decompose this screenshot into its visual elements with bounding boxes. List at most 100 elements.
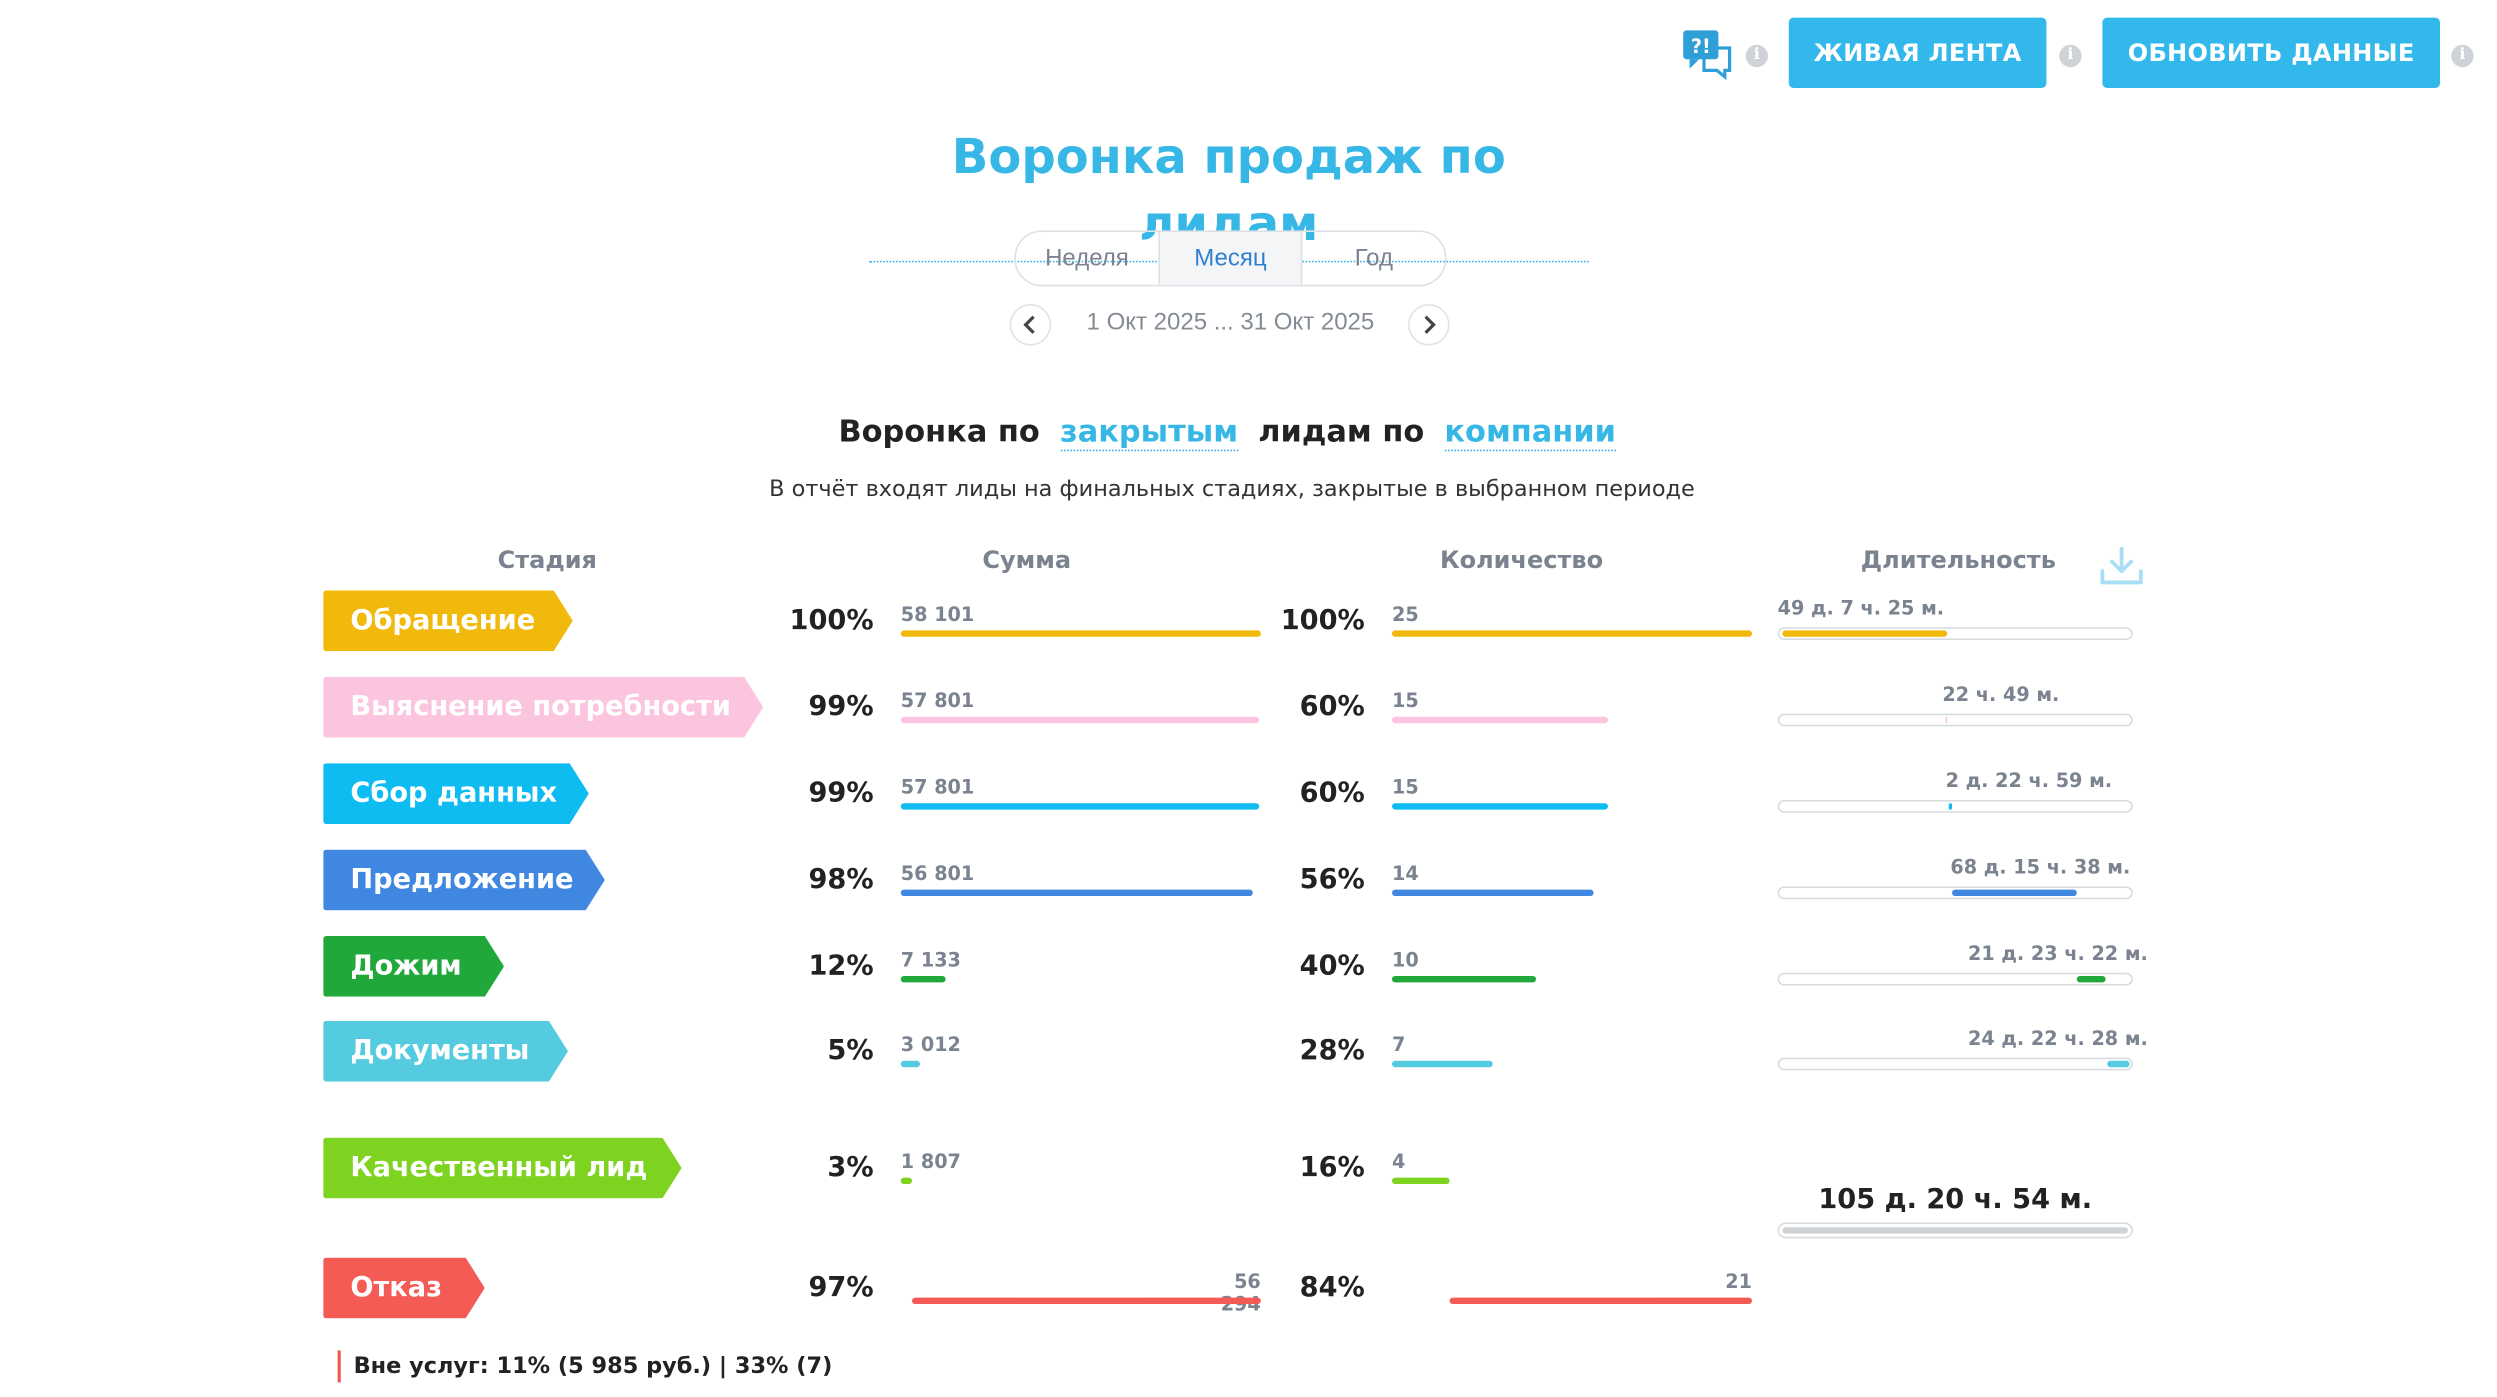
- sum-percent: 99%: [778, 778, 874, 810]
- duration-bar: [1778, 800, 2133, 813]
- sum-value: 3 012: [901, 1034, 961, 1056]
- period-switch: Неделя Месяц Год: [1014, 230, 1446, 286]
- sum-bar: [912, 1298, 1261, 1304]
- outside-services-note: Вне услуг: 11% (5 985 руб.) | 33% (7): [338, 1350, 833, 1382]
- stage-tag[interactable]: Сбор данных: [323, 763, 589, 824]
- svg-text:?!: ?!: [1691, 35, 1711, 58]
- duration-bar: [1778, 886, 2133, 899]
- heading-prefix: Воронка по: [838, 414, 1039, 449]
- duration-fill: [1782, 630, 1947, 636]
- help-chat-icon[interactable]: ?!: [1682, 29, 1733, 80]
- count-value: 21: [1704, 1270, 1752, 1292]
- funnel-heading: Воронка по закрытым лидам по компании: [736, 410, 1728, 455]
- info-icon[interactable]: i: [1746, 45, 1768, 67]
- sum-percent: 98%: [778, 864, 874, 896]
- stage-tag[interactable]: Отказ: [323, 1258, 485, 1319]
- sum-bar: [901, 976, 945, 982]
- total-duration: 105 д. 20 ч. 54 м.: [1778, 1184, 2133, 1216]
- heading-middle: лидам по: [1258, 414, 1424, 449]
- date-range: 1 Окт 2025 ... 31 Окт 2025: [1062, 309, 1398, 336]
- stage-tag[interactable]: Дожим: [323, 936, 504, 997]
- duration-value: 68 д. 15 ч. 38 м.: [1950, 856, 2130, 878]
- column-header-duration: Длительность: [1861, 546, 2056, 575]
- sum-value: 1 807: [901, 1150, 961, 1172]
- sum-bar: [901, 1061, 920, 1067]
- duration-value: 24 д. 22 ч. 28 м.: [1968, 1027, 2148, 1049]
- duration-fill: [1949, 803, 1952, 809]
- chevron-left-icon: [1011, 306, 1049, 344]
- sum-value: 7 133: [901, 949, 961, 971]
- count-bar: [1392, 717, 1608, 723]
- count-percent: 100%: [1269, 605, 1365, 637]
- count-value: 10: [1392, 949, 1419, 971]
- count-bar: [1392, 1178, 1450, 1184]
- info-icon[interactable]: i: [2059, 45, 2081, 67]
- column-header-count: Количество: [1440, 546, 1603, 575]
- duration-value: 22 ч. 49 м.: [1942, 683, 2059, 705]
- count-bar: [1450, 1298, 1752, 1304]
- count-percent: 60%: [1269, 778, 1365, 810]
- count-bar: [1392, 976, 1536, 982]
- duration-fill: [1946, 717, 1948, 723]
- group-by-link[interactable]: компании: [1444, 414, 1616, 451]
- count-value: 15: [1392, 690, 1419, 712]
- sum-bar: [901, 717, 1259, 723]
- download-icon[interactable]: [2098, 544, 2146, 589]
- duration-bar: [1778, 1058, 2133, 1071]
- count-value: 4: [1392, 1150, 1405, 1172]
- sum-percent: 12%: [778, 950, 874, 982]
- count-percent: 84%: [1269, 1272, 1365, 1304]
- sum-bar: [901, 630, 1261, 636]
- sum-percent: 3%: [778, 1152, 874, 1184]
- duration-fill: [2077, 976, 2106, 982]
- sum-bar: [901, 1178, 912, 1184]
- prev-period-button[interactable]: [1010, 304, 1052, 346]
- live-feed-button[interactable]: ЖИВАЯ ЛЕНТА: [1789, 18, 2047, 88]
- refresh-data-button[interactable]: ОБНОВИТЬ ДАННЫЕ: [2102, 18, 2440, 88]
- period-year-tab[interactable]: Год: [1303, 232, 1445, 285]
- sum-percent: 99%: [778, 691, 874, 723]
- funnel-note: В отчёт входят лиды на финальных стадиях…: [672, 477, 1792, 503]
- next-period-button[interactable]: [1408, 304, 1450, 346]
- duration-value: 2 д. 22 ч. 59 м.: [1946, 770, 2113, 792]
- stage-tag[interactable]: Предложение: [323, 850, 605, 911]
- count-percent: 60%: [1269, 691, 1365, 723]
- column-header-stage: Стадия: [498, 546, 597, 575]
- count-percent: 28%: [1269, 1035, 1365, 1067]
- count-bar: [1392, 1061, 1493, 1067]
- period-week-tab[interactable]: Неделя: [1016, 232, 1159, 285]
- count-bar: [1392, 890, 1594, 896]
- count-value: 25: [1392, 603, 1419, 625]
- count-value: 7: [1392, 1034, 1405, 1056]
- duration-value: 21 д. 23 ч. 22 м.: [1968, 942, 2148, 964]
- count-percent: 40%: [1269, 950, 1365, 982]
- closed-filter-link[interactable]: закрытым: [1060, 414, 1238, 451]
- duration-bar: [1778, 973, 2133, 986]
- count-bar: [1392, 803, 1608, 809]
- sum-value: 57 801: [901, 776, 975, 798]
- sum-value: 57 801: [901, 690, 975, 712]
- sum-value: 58 101: [901, 603, 975, 625]
- count-percent: 16%: [1269, 1152, 1365, 1184]
- column-header-sum: Сумма: [982, 546, 1071, 575]
- sum-bar: [901, 890, 1253, 896]
- count-bar: [1392, 630, 1752, 636]
- sum-value: 56 801: [901, 862, 975, 884]
- sum-bar: [901, 803, 1259, 809]
- count-percent: 56%: [1269, 864, 1365, 896]
- sum-percent: 97%: [778, 1272, 874, 1304]
- duration-fill: [1952, 890, 2077, 896]
- stage-tag[interactable]: Качественный лид: [323, 1138, 681, 1199]
- duration-value: 49 д. 7 ч. 25 м.: [1778, 597, 1945, 619]
- sum-percent: 5%: [778, 1035, 874, 1067]
- stage-tag[interactable]: Выяснение потребности: [323, 677, 763, 738]
- sum-percent: 100%: [778, 605, 874, 637]
- stage-tag[interactable]: Обращение: [323, 590, 573, 651]
- count-value: 15: [1392, 776, 1419, 798]
- info-icon[interactable]: i: [2451, 45, 2473, 67]
- duration-fill: [2107, 1061, 2129, 1067]
- period-month-tab[interactable]: Месяц: [1159, 232, 1302, 285]
- count-value: 14: [1392, 862, 1419, 884]
- duration-bar: [1778, 627, 2133, 640]
- stage-tag[interactable]: Документы: [323, 1021, 568, 1082]
